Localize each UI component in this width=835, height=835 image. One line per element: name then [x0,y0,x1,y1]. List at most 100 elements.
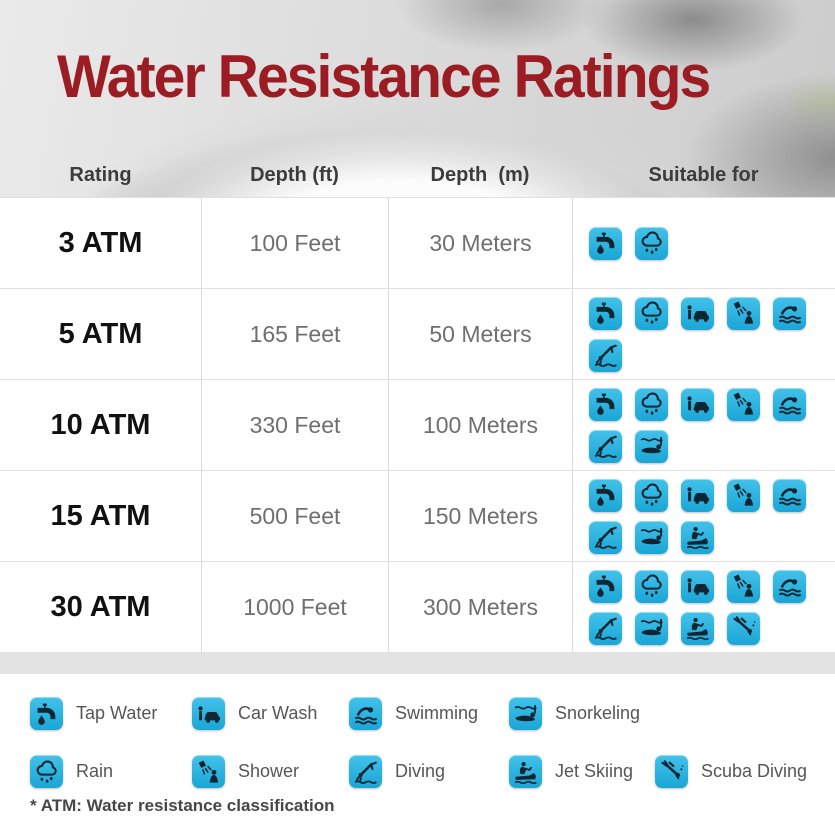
header-photo-banner: Water Resistance Ratings Rating Depth (f… [0,0,835,197]
rain-icon [635,478,668,512]
snorkeling-icon [635,611,668,645]
legend-panel: Tap Water Car Wash Swimming Snorkeling R… [0,674,835,835]
depth-m-cell: 50 Meters [388,289,572,379]
scuba-diving-icon [727,611,760,645]
activities-cell [572,289,835,379]
activities-cell [572,380,835,470]
car-wash-icon [681,387,714,421]
legend-label: Tap Water [76,703,158,723]
column-header-depth-ft: Depth (ft) [250,164,339,186]
depth-m-cell: 150 Meters [388,471,572,561]
legend-label: Diving [395,761,446,781]
depth-m-cell: 100 Meters [388,380,572,470]
swimming-icon [773,387,806,421]
activity-icon-group [589,478,835,554]
rain-icon [635,296,668,330]
table-row: 30 ATM 1000 Feet 300 Meters [0,561,835,652]
diving-icon [589,520,622,554]
legend-label: Scuba Diving [701,761,808,781]
diving-icon [349,755,382,788]
diving-icon [589,429,622,463]
legend-item-tap-water: Tap Water [30,697,157,730]
activity-icon-group [589,296,835,372]
legend-item-scuba-diving: Scuba Diving [655,755,807,788]
depth-ft-cell: 330 Feet [201,380,388,470]
ratings-table: 3 ATM 100 Feet 30 Meters 5 ATM 165 Feet … [0,197,835,652]
car-wash-icon [192,697,225,730]
legend-label: Shower [238,761,300,781]
swimming-icon [773,478,806,512]
depth-ft-cell: 165 Feet [201,289,388,379]
footnote: * ATM: Water resistance classification [30,796,335,815]
car-wash-icon [681,478,714,512]
shower-icon [727,478,760,512]
diving-icon [589,338,622,372]
legend-item-jet-skiing: Jet Skiing [509,755,633,788]
jet-skiing-icon [509,755,542,788]
depth-ft-cell: 100 Feet [201,198,388,288]
tap-water-icon [589,387,622,421]
legend-label: Jet Skiing [555,761,634,781]
table-column-headers: Rating Depth (ft) Depth (m) Suitable for [0,164,835,187]
rain-icon [635,569,668,603]
legend-item-snorkeling: Snorkeling [509,697,640,730]
table-row: 3 ATM 100 Feet 30 Meters [0,197,835,288]
tap-water-icon [30,697,63,730]
jet-skiing-icon [681,520,714,554]
table-row: 5 ATM 165 Feet 50 Meters [0,288,835,379]
jet-skiing-icon [681,611,714,645]
depth-ft-cell: 500 Feet [201,471,388,561]
shower-icon [727,387,760,421]
rating-cell: 30 ATM [50,590,151,623]
tap-water-icon [589,226,622,260]
legend-item-diving: Diving [349,755,445,788]
column-header-rating: Rating [69,164,132,186]
legend-item-shower: Shower [192,755,299,788]
shower-icon [727,296,760,330]
swimming-icon [773,569,806,603]
car-wash-icon [681,569,714,603]
snorkeling-icon [635,520,668,554]
legend-label: Car Wash [238,703,318,723]
shower-icon [192,755,225,788]
legend-label: Rain [76,761,114,781]
divider-band [0,652,835,674]
activity-icon-group [589,387,835,463]
activity-icon-group [589,226,835,260]
page-title: Water Resistance Ratings [57,43,711,110]
legend-item-rain: Rain [30,755,113,788]
legend-item-swimming: Swimming [349,697,478,730]
rain-icon [30,755,63,788]
car-wash-icon [681,296,714,330]
table-row: 10 ATM 330 Feet 100 Meters [0,379,835,470]
legend-label: Snorkeling [555,703,641,723]
rating-cell: 3 ATM [58,226,143,259]
rating-cell: 5 ATM [58,317,143,350]
snorkeling-icon [509,697,542,730]
activities-cell [572,198,835,288]
rating-cell: 10 ATM [50,408,151,441]
tap-water-icon [589,478,622,512]
scuba-diving-icon [655,755,688,788]
swimming-icon [773,296,806,330]
depth-m-cell: 30 Meters [388,198,572,288]
activity-icon-group [589,569,835,645]
diving-icon [589,611,622,645]
depth-ft-cell: 1000 Feet [201,562,388,652]
column-header-depth-m: Depth (m) [430,164,530,186]
tap-water-icon [589,296,622,330]
shower-icon [727,569,760,603]
rating-cell: 15 ATM [50,499,151,532]
tap-water-icon [589,569,622,603]
rain-icon [635,226,668,260]
column-header-suitable-for: Suitable for [648,164,759,186]
legend-item-car-wash: Car Wash [192,697,317,730]
activities-cell [572,562,835,652]
snorkeling-icon [635,429,668,463]
depth-m-cell: 300 Meters [388,562,572,652]
legend-label: Swimming [395,703,479,723]
activities-cell [572,471,835,561]
table-row: 15 ATM 500 Feet 150 Meters [0,470,835,561]
rain-icon [635,387,668,421]
